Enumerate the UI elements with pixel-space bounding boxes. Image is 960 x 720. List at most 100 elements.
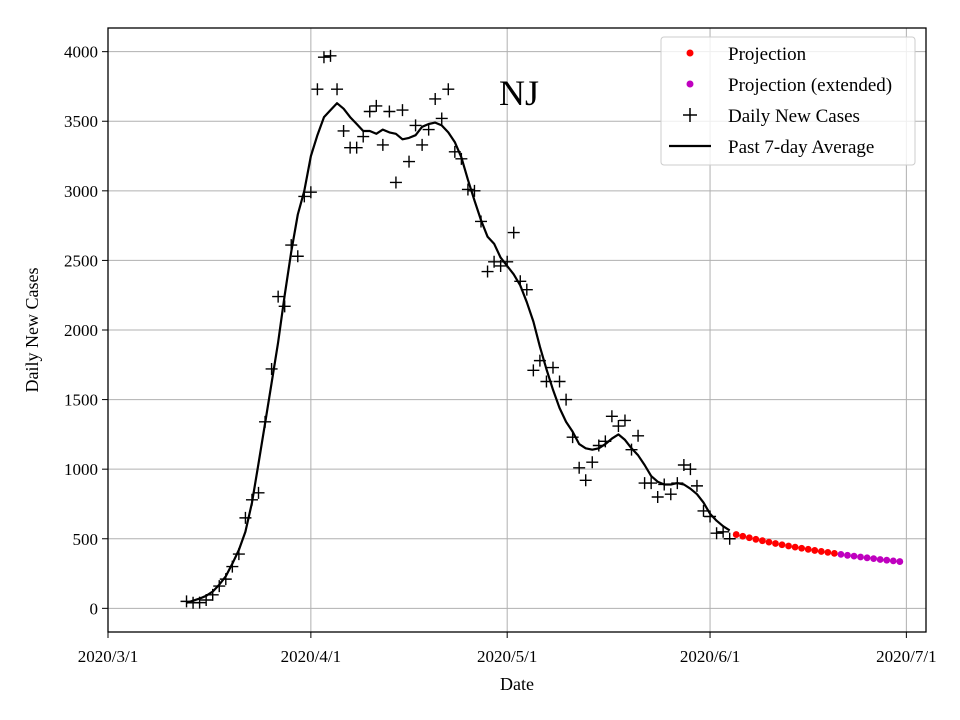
daily-cases-point [586, 456, 599, 469]
daily-cases-point [350, 141, 363, 154]
projection-extended-point [896, 558, 904, 565]
chart-title: NJ [499, 73, 539, 113]
daily-cases-point [409, 119, 422, 132]
daily-cases-point [677, 458, 690, 471]
daily-cases-point [429, 92, 442, 105]
daily-cases-point [331, 83, 344, 96]
daily-cases-point [664, 488, 677, 501]
daily-cases-point [697, 504, 710, 517]
projection-extended-point [876, 556, 884, 563]
projection-point [745, 534, 753, 542]
daily-cases-point [376, 138, 389, 151]
y-tick-label: 500 [73, 530, 99, 549]
daily-cases-point [520, 283, 533, 296]
daily-cases-point [278, 300, 291, 313]
x-tick-label: 2020/3/1 [78, 647, 138, 666]
legend-marker-projection [686, 49, 694, 57]
projection-extended-point [889, 557, 897, 565]
projection-extended-point [837, 550, 845, 558]
daily-cases-point [625, 443, 638, 456]
daily-cases-point [481, 265, 494, 278]
legend: Projection Projection (extended) Daily N… [660, 36, 916, 166]
projection-point [791, 543, 799, 551]
daily-cases-point [455, 152, 468, 165]
daily-cases-point [291, 250, 304, 263]
daily-cases-point [599, 435, 612, 448]
daily-cases-point [645, 477, 658, 490]
daily-cases-point [540, 375, 553, 388]
y-tick-label: 1000 [64, 460, 98, 479]
projection-point [778, 541, 786, 549]
projection-point [739, 532, 747, 540]
daily-cases-point [416, 138, 429, 151]
y-tick-label: 3000 [64, 182, 98, 201]
daily-cases-point [514, 275, 527, 288]
daily-cases-point [494, 259, 507, 272]
daily-cases-point [671, 477, 684, 490]
daily-cases-point [501, 255, 514, 268]
daily-cases-point [259, 415, 272, 428]
projection-point [824, 548, 832, 556]
daily-cases-point [566, 431, 579, 444]
daily-cases-point [298, 190, 311, 203]
daily-cases-point [435, 112, 448, 125]
daily-cases-point [180, 595, 193, 608]
plot-area [180, 49, 904, 609]
daily-cases-point [363, 105, 376, 118]
y-tick-label: 1500 [64, 391, 98, 410]
daily-cases-point [475, 215, 488, 228]
projection-point [732, 531, 740, 538]
projection-point [830, 549, 838, 557]
daily-cases-point [317, 51, 330, 64]
projection-extended-point [857, 553, 864, 561]
daily-cases-point [573, 461, 586, 474]
daily-cases-point [690, 479, 703, 492]
daily-cases-point [579, 474, 592, 487]
daily-cases-point [448, 145, 461, 158]
daily-cases-point [717, 525, 730, 538]
daily-cases-point [370, 99, 383, 112]
daily-cases-point [232, 548, 245, 561]
daily-cases-point [226, 560, 239, 573]
daily-cases-point [337, 124, 350, 137]
x-tick-label: 2020/5/1 [477, 647, 537, 666]
daily-cases-point [461, 183, 474, 196]
daily-cases-point [285, 239, 298, 252]
daily-cases-point [442, 83, 455, 96]
daily-cases-point [468, 184, 481, 197]
gridlines [107, 28, 926, 632]
daily-cases-point [403, 155, 416, 168]
y-tick-label: 2000 [64, 321, 98, 340]
daily-cases-point [651, 491, 664, 504]
daily-cases-point [357, 130, 370, 143]
daily-cases-point [389, 176, 402, 189]
projection-point [817, 548, 825, 555]
daily-cases-point [245, 493, 258, 506]
y-tick-label: 2500 [64, 251, 98, 270]
daily-cases-point [200, 593, 213, 606]
axis-ticks: 2020/3/1 2020/4/1 2020/5/1 2020/6/1 2020/7/1… [64, 43, 937, 666]
projection-extended-point [883, 556, 891, 564]
projection-point [772, 540, 779, 547]
daily-cases-point [213, 580, 226, 593]
x-tick-label: 2020/6/1 [680, 647, 740, 666]
daily-cases-point [704, 510, 717, 523]
y-axis-label: Daily New Cases [22, 268, 42, 393]
daily-cases-point [684, 463, 697, 476]
daily-cases-point [396, 104, 409, 117]
projection-point [752, 535, 760, 543]
daily-cases-point [612, 420, 625, 433]
daily-cases-point [304, 186, 317, 199]
y-tick-label: 4000 [64, 43, 98, 62]
daily-cases-point [239, 511, 252, 524]
daily-cases-point [533, 354, 546, 367]
projection-point [759, 537, 766, 545]
daily-cases-point [553, 375, 566, 388]
daily-cases-point [193, 596, 206, 609]
seven-day-average-line [186, 102, 731, 604]
daily-cases-point [658, 478, 671, 491]
legend-label-7day-average: Past 7-day Average [728, 137, 874, 158]
daily-cases-point [560, 393, 573, 406]
daily-cases-point [546, 361, 559, 374]
